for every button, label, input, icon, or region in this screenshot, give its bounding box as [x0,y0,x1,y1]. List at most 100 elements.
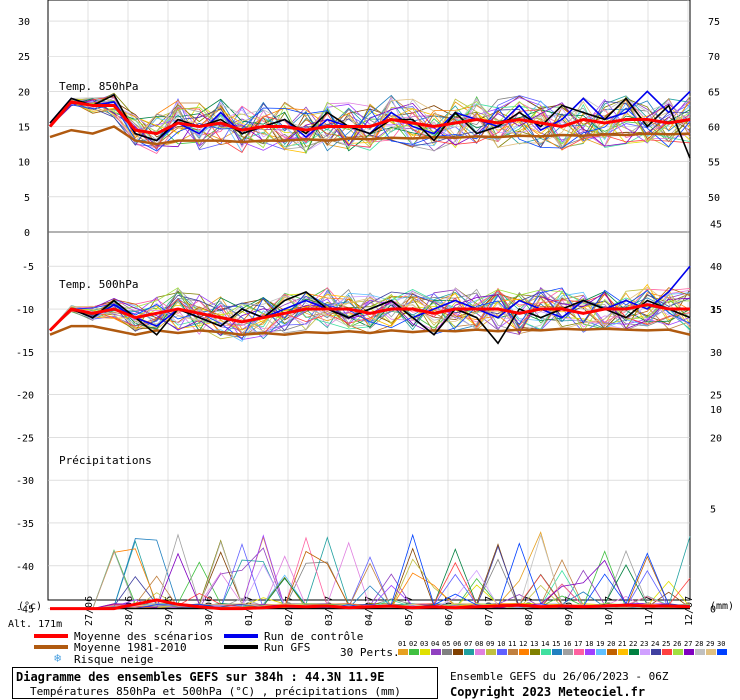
left-tick-label: -30 [16,476,34,487]
date-tick-label: 12/07 [684,596,695,626]
member-color-legend: 01 02 03 04 05 06 07 08 09 10 11 12 13 14 15 16 17 18 19 20… [398,640,727,655]
left-tick-label: -15 [16,348,34,359]
left-tick-label: -25 [16,433,34,444]
date-tick-label: 10/07 [604,596,615,626]
member-color-swatch [541,649,551,655]
date-tick-label: 07/07 [484,596,495,626]
date-tick-label: 08/07 [524,596,535,626]
right-unit-label: (mm) [710,601,734,612]
member-color-swatch [409,649,419,655]
member-color-swatch [706,649,716,655]
right-tick-label: 30 [710,348,722,359]
left-tick-label: 30 [18,17,30,28]
member-color-swatch [431,649,441,655]
member-color-swatch [684,649,694,655]
member-color-swatch [596,649,606,655]
member-color-swatch [508,649,518,655]
member-color-swatch [585,649,595,655]
date-tick-label: 05/07 [404,596,415,626]
member-number: 24 [651,640,659,648]
member-line-850 [49,100,691,149]
member-number: 02 [409,640,417,648]
legend-label-gfs: Run GFS [264,641,311,654]
member-color-swatch [530,649,540,655]
member-color-swatch [618,649,628,655]
member-line-850 [49,102,691,154]
mean-line-precip [50,598,691,611]
member-line-500 [49,283,691,331]
member-line-500 [49,288,691,333]
left-tick-label: -35 [16,519,34,530]
member-number: 27 [684,640,692,648]
member-number: 20 [607,640,615,648]
member-line-850 [49,104,691,152]
left-unit-label: (°c) [18,601,42,612]
right-tick-label: 40 [710,262,722,273]
member-color-swatch [651,649,661,655]
member-color-swatch [497,649,507,655]
date-tick-label: 29/06 [164,596,175,626]
chart-subtitle: Températures 850hPa et 500hPa (°C) , pré… [30,685,401,698]
copyright: Copyright 2023 Meteociel.fr [450,685,646,699]
member-number: 18 [585,640,593,648]
left-axis: 30 25 20 15 10 5 0 -5 -10 -15 -20 -25 -30 -35 -40 -45 [16,17,34,615]
right-tick-label: 35 [710,305,722,316]
member-color-swatch [662,649,672,655]
member-number: 17 [574,640,582,648]
legend-label-mean: Moyenne des scénarios [74,630,214,643]
date-tick-label: 11/07 [644,596,655,626]
member-number: 04 [431,640,439,648]
member-line-850 [49,93,691,153]
left-tick-label: -5 [22,262,34,273]
member-line-500 [49,287,691,337]
member-number: 23 [640,640,648,648]
date-tick-label: 04/07 [364,596,375,626]
member-line-850 [49,95,691,154]
member-number: 11 [508,640,516,648]
member-color-swatch [486,649,496,655]
right-tick-label: 20 [710,433,722,444]
legend-swatches-right [224,634,258,649]
date-tick-label: 09/07 [564,596,575,626]
right-tick-label: 5 [710,505,716,516]
date-tick-label: 01/07 [244,596,255,626]
member-number: 25 [662,640,670,648]
date-tick-label: 28/06 [124,596,135,626]
legend-label-control: Run de contrôle [264,630,364,643]
member-line-500 [49,291,691,342]
right-tick-label: 75 [708,17,720,28]
panel-label-precip: Précipitations [59,454,152,467]
member-number: 29 [706,640,714,648]
member-color-swatch [464,649,474,655]
member-number: 09 [486,640,494,648]
member-line-500 [49,288,691,341]
run-info: Ensemble GEFS du 26/06/2023 - 06Z [450,670,669,683]
chart-title: Diagramme des ensembles GEFS sur 384h : … [16,670,385,684]
right-tick-label: 0 [710,605,716,616]
right-tick-label: 60 [708,123,720,134]
member-color-swatch [629,649,639,655]
left-tick-label: 20 [18,87,30,98]
right-tick-label: 50 [708,193,720,204]
member-number: 03 [420,640,428,648]
right-tick-label: 65 [708,87,720,98]
member-line-850 [49,96,691,154]
member-number: 15 [552,640,560,648]
member-number: 28 [695,640,703,648]
member-color-swatch [552,649,562,655]
date-tick-label: 02/07 [284,596,295,626]
member-number: 05 [442,640,450,648]
member-color-swatch [519,649,529,655]
member-color-swatch [574,649,584,655]
right-tick-label: 55 [708,158,720,169]
member-number: 13 [530,640,538,648]
panel-label-850: Temp. 850hPa [59,80,138,93]
snowflake-icon: ❄ [54,651,62,665]
member-number: 10 [497,640,505,648]
left-tick-label: 0 [24,228,30,239]
member-line-500 [49,289,691,335]
left-tick-label: -40 [16,562,34,573]
member-color-swatch [420,649,430,655]
date-tick-label: 06/07 [444,596,455,626]
